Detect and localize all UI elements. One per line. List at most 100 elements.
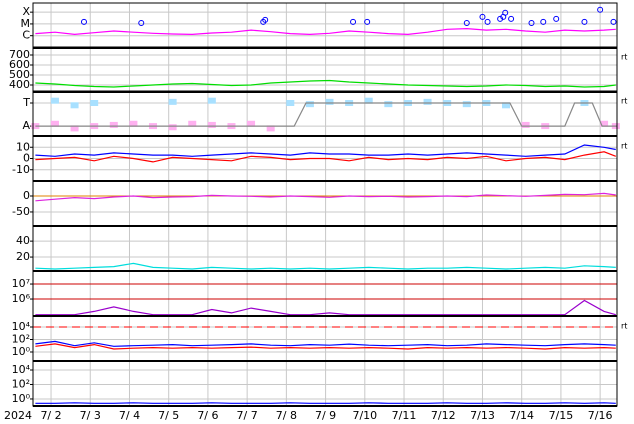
flare-marker bbox=[262, 16, 269, 23]
flare-marker bbox=[350, 18, 357, 25]
data-point bbox=[188, 120, 197, 127]
y-tick-label: 10² bbox=[12, 377, 30, 390]
y-tick-label: 40 bbox=[16, 234, 30, 247]
flare-marker bbox=[502, 9, 509, 16]
x-tick-label: 7/ 9 bbox=[315, 409, 336, 422]
data-point bbox=[50, 120, 59, 127]
x-tick-label: 7/ 4 bbox=[119, 409, 140, 422]
panel-frame bbox=[32, 270, 618, 317]
y-tick-label: 10⁴ bbox=[12, 320, 31, 333]
flare-marker bbox=[364, 18, 371, 25]
x-tick-label: 7/ 7 bbox=[237, 409, 258, 422]
data-point bbox=[384, 101, 393, 108]
y-tick-label: C bbox=[22, 29, 30, 42]
data-point bbox=[129, 120, 138, 127]
y-tick-label: 500 bbox=[9, 68, 30, 81]
panel-frame bbox=[32, 2, 618, 49]
x-tick-label: 7/15 bbox=[549, 409, 574, 422]
panel-frame bbox=[32, 315, 618, 362]
data-point bbox=[31, 123, 40, 130]
flare-marker bbox=[581, 18, 588, 25]
series-line bbox=[35, 299, 616, 316]
y-tick-label: X bbox=[22, 5, 30, 18]
series-line bbox=[35, 402, 616, 404]
y-tick-label: 10⁴ bbox=[12, 363, 31, 376]
y-tick-label: 10 bbox=[16, 140, 30, 153]
panel-note: rt bbox=[621, 322, 627, 331]
data-point bbox=[521, 121, 530, 128]
y-tick-label: -50 bbox=[12, 205, 30, 218]
x-tick-label: 7/14 bbox=[509, 409, 534, 422]
data-point bbox=[207, 121, 216, 128]
flare-marker bbox=[540, 18, 547, 25]
series-line bbox=[35, 340, 616, 347]
flare-marker bbox=[484, 18, 491, 25]
x-tick-label: 7/10 bbox=[352, 409, 377, 422]
flare-marker bbox=[610, 18, 617, 25]
flare-marker bbox=[553, 15, 560, 22]
y-tick-label: 10⁰ bbox=[12, 392, 31, 405]
y-tick-label: 10² bbox=[12, 332, 30, 345]
data-point bbox=[247, 120, 256, 127]
data-point bbox=[90, 100, 99, 106]
x-tick-label: 7/ 6 bbox=[197, 409, 218, 422]
flare-marker bbox=[528, 19, 535, 26]
series-line bbox=[35, 79, 616, 88]
data-point bbox=[207, 97, 216, 104]
x-tick-label: 7/ 2 bbox=[40, 409, 61, 422]
y-tick-label: T bbox=[22, 96, 30, 109]
y-tick-label: -10 bbox=[12, 163, 30, 176]
data-point bbox=[600, 120, 609, 127]
x-tick-label: 7/ 5 bbox=[158, 409, 179, 422]
data-point bbox=[305, 101, 314, 108]
y-tick-label: 600 bbox=[9, 58, 30, 71]
series-line bbox=[35, 262, 616, 270]
data-point bbox=[168, 124, 177, 131]
series-line bbox=[35, 27, 616, 36]
flare-marker bbox=[597, 6, 604, 13]
panel-frame bbox=[32, 225, 618, 272]
y-tick-label: 10⁰ bbox=[12, 345, 31, 358]
y-tick-label: 0 bbox=[23, 152, 30, 165]
y-tick-label: 0 bbox=[23, 189, 30, 202]
series-line bbox=[35, 144, 616, 157]
x-tick-label: 7/16 bbox=[588, 409, 613, 422]
year-label: 2024 bbox=[4, 409, 32, 422]
y-tick-label: A bbox=[22, 119, 30, 132]
flare-marker bbox=[463, 19, 470, 26]
flare-marker bbox=[479, 13, 486, 20]
series-line bbox=[35, 343, 616, 350]
series-line bbox=[35, 192, 616, 202]
data-point bbox=[462, 101, 471, 108]
data-point bbox=[423, 98, 432, 105]
panel-frame bbox=[32, 180, 618, 227]
y-tick-label: 10⁶ bbox=[12, 292, 31, 305]
data-point bbox=[286, 100, 295, 106]
flare-marker bbox=[138, 19, 145, 26]
flare-marker bbox=[508, 15, 515, 22]
data-point bbox=[109, 121, 118, 128]
x-tick-label: 7/11 bbox=[392, 409, 417, 422]
x-tick-label: 7/ 8 bbox=[276, 409, 297, 422]
y-tick-label: M bbox=[21, 17, 31, 30]
x-tick-label: 7/12 bbox=[431, 409, 456, 422]
data-point bbox=[70, 125, 79, 132]
data-point bbox=[364, 97, 373, 104]
data-point bbox=[168, 98, 177, 105]
y-tick-label: 700 bbox=[9, 48, 30, 61]
y-tick-label: 10⁷ bbox=[12, 277, 30, 290]
data-point bbox=[266, 125, 275, 132]
x-tick-label: 7/13 bbox=[470, 409, 495, 422]
data-point bbox=[50, 97, 59, 104]
panel-note: rt bbox=[621, 53, 627, 62]
series-line bbox=[35, 102, 617, 127]
panel-note: rt bbox=[621, 97, 627, 106]
y-tick-label: 20 bbox=[16, 250, 30, 263]
y-tick-label: 400 bbox=[9, 78, 30, 91]
panel-note: rt bbox=[621, 142, 627, 151]
data-point bbox=[325, 98, 334, 105]
data-point bbox=[502, 102, 511, 109]
series-line bbox=[35, 151, 617, 163]
flare-marker bbox=[80, 18, 87, 25]
